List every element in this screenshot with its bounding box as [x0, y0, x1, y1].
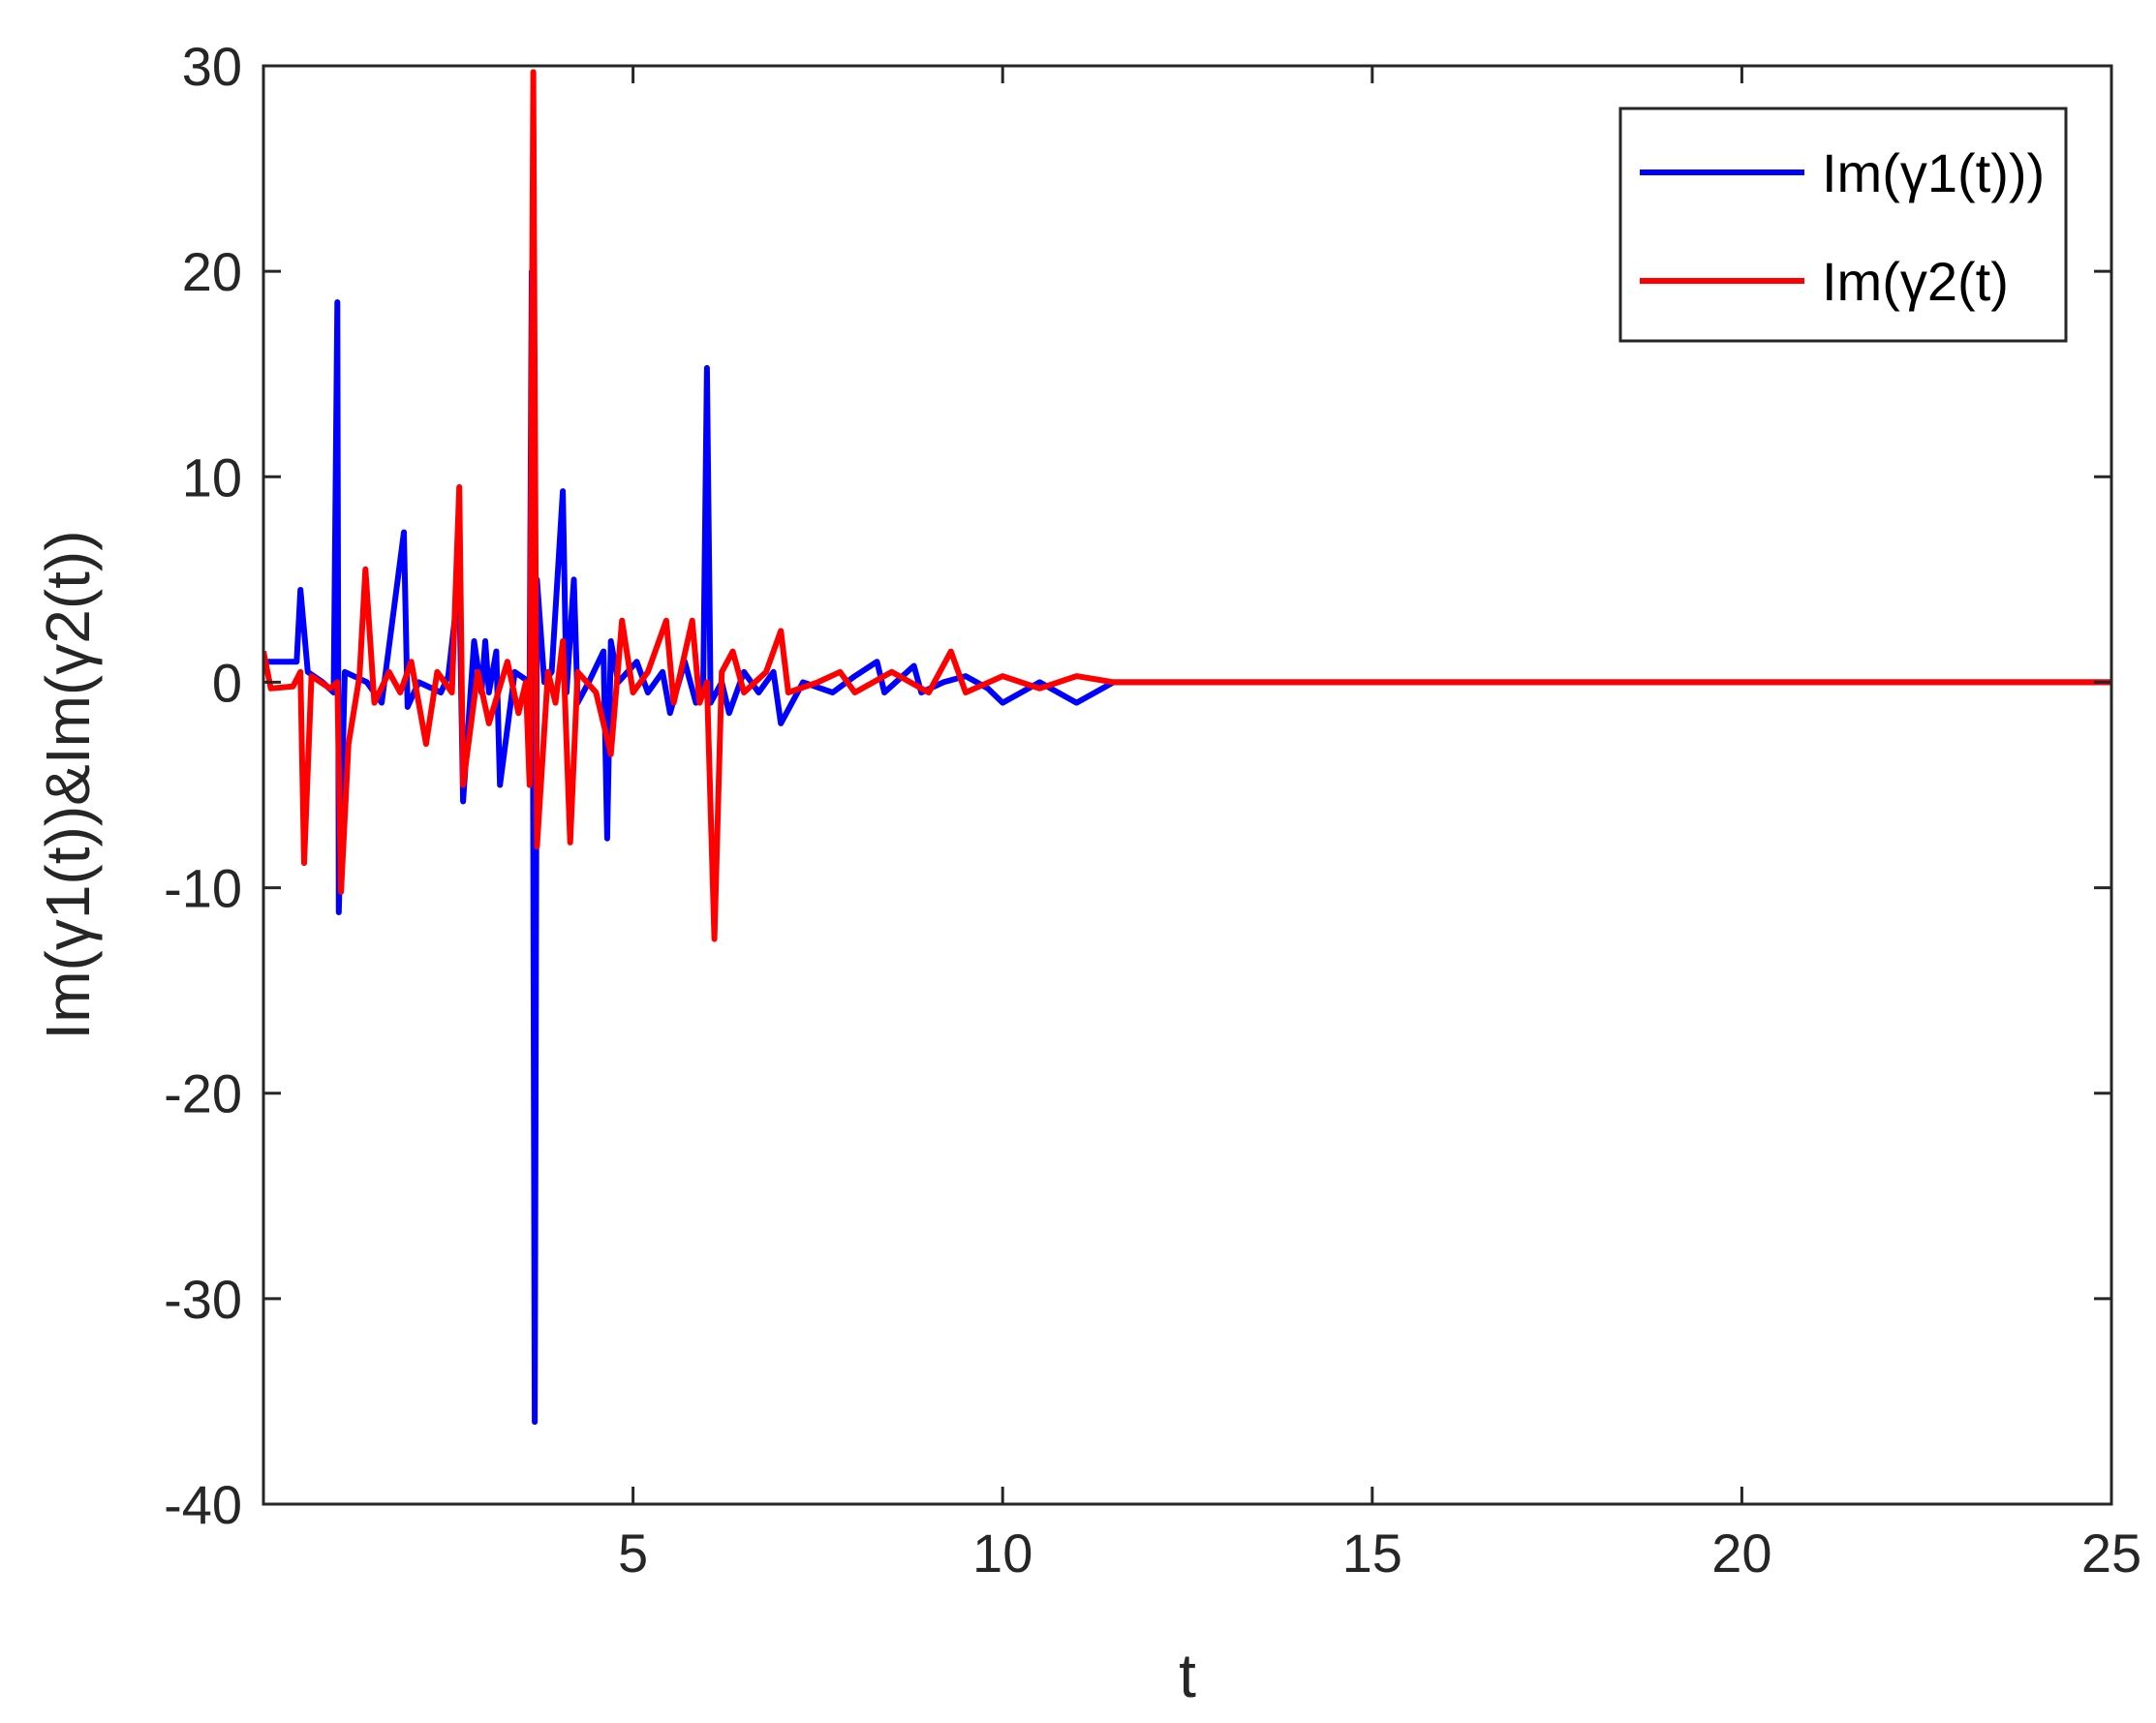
y-tick-label: 10 [182, 446, 242, 508]
axes-box [262, 64, 2113, 1506]
y-tick-label: 20 [182, 241, 242, 302]
x-tick-label: 20 [1711, 1523, 1771, 1584]
x-tick-label: 5 [618, 1523, 648, 1584]
legend-entry-2: Im(γ2(t) [1822, 251, 2009, 312]
series-line-2 [263, 69, 2111, 942]
y-tick-label: -30 [164, 1269, 242, 1330]
x-tick-label: 25 [2081, 1523, 2141, 1584]
x-tick-label: 15 [1342, 1523, 1402, 1584]
x-tick-label: 10 [972, 1523, 1032, 1584]
y-tick-label: -20 [164, 1063, 242, 1124]
series-layer [263, 69, 2111, 1426]
y-tick-label: -40 [164, 1474, 242, 1535]
legend: Im(γ1(t))) Im(γ2(t) [1618, 107, 2068, 343]
legend-entry-1: Im(γ1(t))) [1822, 142, 2045, 203]
legend-box [1618, 107, 2068, 343]
x-axis-label: t [1179, 1641, 1196, 1710]
y-tick-label: 0 [212, 652, 242, 713]
y-tick-label: 30 [182, 36, 242, 97]
y-tick-label: -10 [164, 858, 242, 919]
y-axis-label: Im(γ1(t))&Im(γ2(t)) [33, 530, 103, 1039]
ticks-layer: 5 10 15 20 25 -40 -30 -20 -10 0 10 20 30 [164, 36, 2141, 1584]
